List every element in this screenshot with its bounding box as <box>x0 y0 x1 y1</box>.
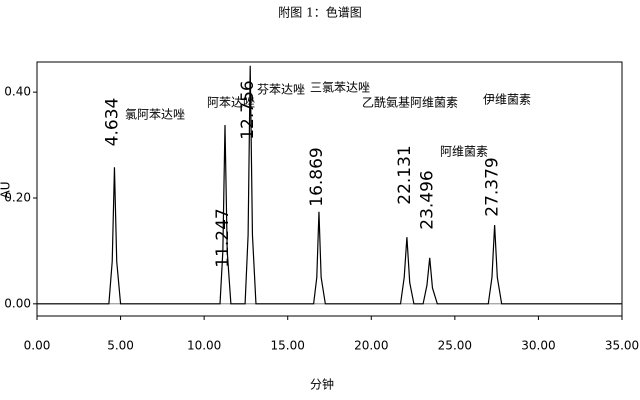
y-tick-label: 0.40 <box>4 85 31 99</box>
x-tick-label: 0.00 <box>24 339 51 353</box>
peak-name: 芬苯达唑 <box>257 83 305 97</box>
peak-time: 11.247 <box>213 208 233 267</box>
plot-frame <box>36 61 623 317</box>
x-axis-label: 分钟 <box>310 377 334 392</box>
peak-time: 23.496 <box>418 170 438 229</box>
x-tick-label: 35.00 <box>605 339 639 353</box>
peak-name: 伊维菌素 <box>483 93 531 107</box>
x-tick-label: 15.00 <box>271 339 305 353</box>
x-tick-label: 5.00 <box>107 339 134 353</box>
peak-time: 16.869 <box>307 147 327 206</box>
y-tick-label: 0.20 <box>4 190 31 204</box>
peak-name: 三氯苯达唑 <box>310 81 370 95</box>
peak-name: 乙酰氨基阿维菌素 <box>362 96 458 110</box>
peak-time: 12.756 <box>238 80 258 139</box>
x-tick-label: 25.00 <box>438 339 472 353</box>
trace <box>37 65 622 305</box>
y-tick-label: 0.00 <box>4 296 31 310</box>
x-tick-label: 20.00 <box>354 339 388 353</box>
peak-name: 氯阿苯达唑 <box>125 108 185 122</box>
peak-time: 4.634 <box>102 98 122 147</box>
y-axis-label: AU <box>0 182 13 199</box>
peak-time: 22.131 <box>395 145 415 204</box>
x-tick-label: 30.00 <box>521 339 555 353</box>
x-tick-label: 10.00 <box>187 339 221 353</box>
peak-time: 27.379 <box>483 157 503 216</box>
peak-name: 阿维菌素 <box>440 145 488 159</box>
peak-name: 阿苯达唑 <box>207 96 255 110</box>
chart-title: 附图 1：色谱图 <box>278 6 361 20</box>
